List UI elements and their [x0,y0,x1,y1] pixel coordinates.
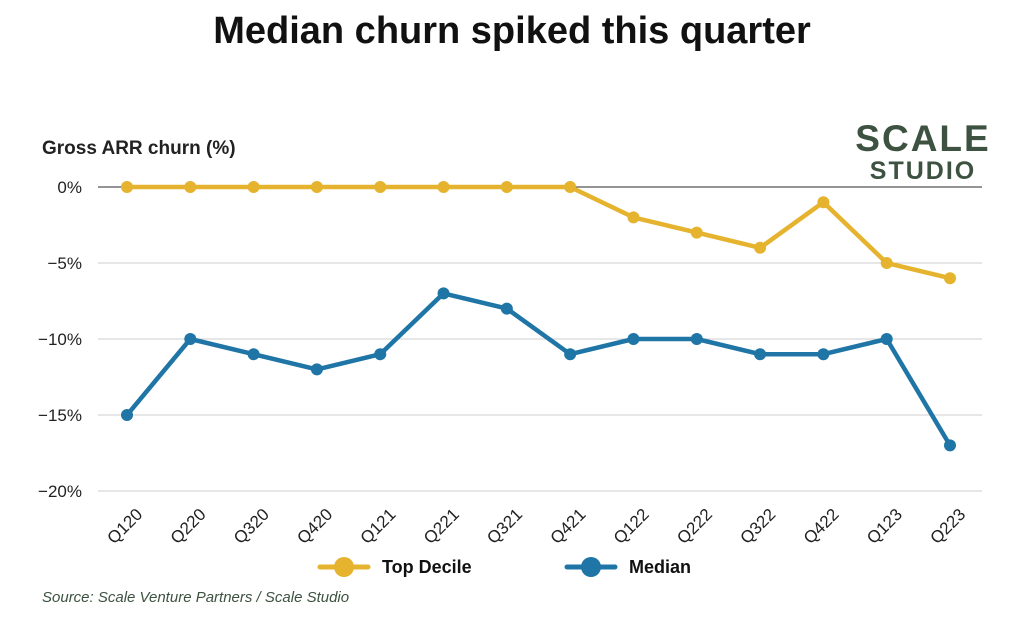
x-tick-label: Q222 [673,505,716,548]
median-point [880,333,893,345]
y-tick-label: −5% [48,254,83,273]
top-decile-point [944,272,956,285]
chart-title: Median churn spiked this quarter [213,10,811,52]
top-decile-point [500,181,513,193]
x-tick-label: Q220 [167,505,210,548]
x-tick-label: Q322 [737,505,780,548]
x-tick-label: Q123 [863,505,906,548]
median-point [500,302,513,315]
x-tick-label: Q421 [547,505,590,548]
top-decile-point [184,181,197,193]
top-decile-point [374,181,387,193]
x-tick-labels: Q120 Q220 Q320 Q420 Q121 Q221 Q321 Q421 Q122 Q222… [103,505,969,548]
median-point [754,348,767,361]
median-point [184,333,197,345]
median-point [627,333,640,345]
y-tick-label: −15% [38,406,82,425]
y-tick-label: −10% [38,330,82,349]
top-decile-point [690,226,703,239]
top-decile-point [121,181,133,193]
series-lines [121,181,956,452]
logo-line-1: SCALE [855,118,991,159]
x-tick-label: Q420 [293,505,336,548]
legend-median-label: Median [629,557,691,577]
x-tick-label: Q120 [103,505,146,548]
x-tick-label: Q122 [610,505,653,548]
median-point [310,363,323,376]
legend: Top Decile Median [317,557,691,577]
scale-studio-logo: SCALE STUDIO [848,120,998,184]
x-tick-label: Q320 [230,505,273,548]
median-point [247,348,260,361]
median-point [374,348,387,361]
top-decile-point [627,211,640,224]
top-decile-point [437,181,450,193]
x-tick-label: Q422 [800,505,843,548]
top-decile-point [880,257,893,269]
y-tick-label: −20% [38,482,82,501]
legend-median-marker [581,557,601,577]
top-decile-point [564,181,577,193]
median-point [121,409,133,421]
source-note: Source: Scale Venture Partners / Scale S… [42,589,350,606]
top-decile-line [124,184,953,281]
median-point [944,439,956,452]
y-tick-labels: 0% −5% −10% −15% −20% [38,178,82,501]
top-decile-point [310,181,323,193]
median-line [124,291,953,448]
legend-top-decile-label: Top Decile [382,557,472,577]
x-tick-label: Q223 [926,505,969,548]
x-tick-label: Q221 [420,505,463,548]
top-decile-point [754,241,767,254]
y-axis-label: Gross ARR churn (%) [42,138,236,159]
gridlines [98,186,982,492]
x-tick-label: Q321 [483,505,526,548]
y-tick-label: 0% [57,178,82,197]
median-point [690,333,703,345]
top-decile-point [817,196,830,209]
median-point [437,287,450,300]
logo-line-2: STUDIO [869,157,977,185]
median-point [817,348,830,361]
top-decile-point [247,181,260,193]
legend-top-decile-marker [334,557,354,577]
x-tick-label: Q121 [357,505,400,548]
median-point [564,348,577,361]
